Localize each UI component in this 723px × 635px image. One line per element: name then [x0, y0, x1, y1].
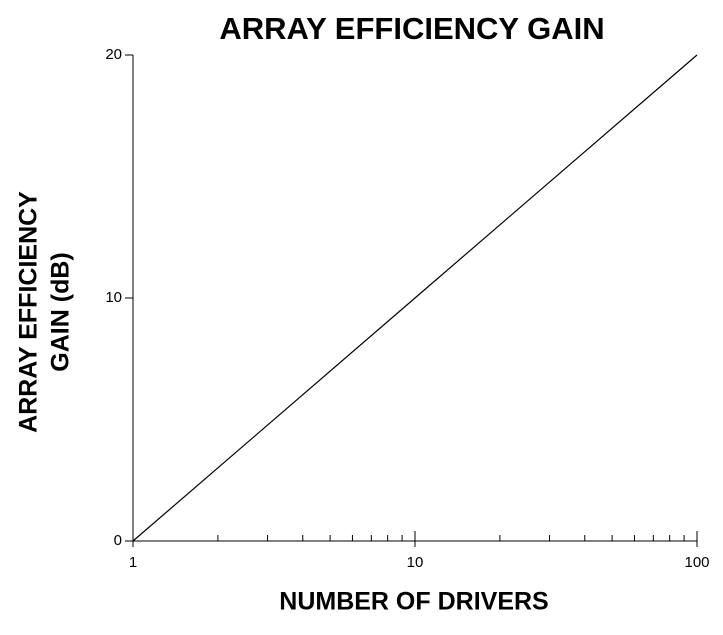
y-axis-label: GAIN (dB) — [47, 252, 75, 371]
data-line — [132, 54, 698, 542]
y-tick-label: 10 — [105, 289, 122, 306]
x-tick-label: 100 — [684, 554, 709, 571]
x-axis-label: NUMBER OF DRIVERS — [279, 588, 548, 616]
y-axis-label: ARRAY EFFICIENCY — [15, 191, 43, 433]
chart-title: ARRAY EFFICIENCY GAIN — [219, 11, 604, 46]
x-tick-label: 10 — [407, 554, 424, 571]
x-tick-label: 1 — [129, 554, 137, 571]
y-tick-label: 0 — [114, 532, 122, 549]
y-tick-label: 20 — [105, 46, 122, 63]
